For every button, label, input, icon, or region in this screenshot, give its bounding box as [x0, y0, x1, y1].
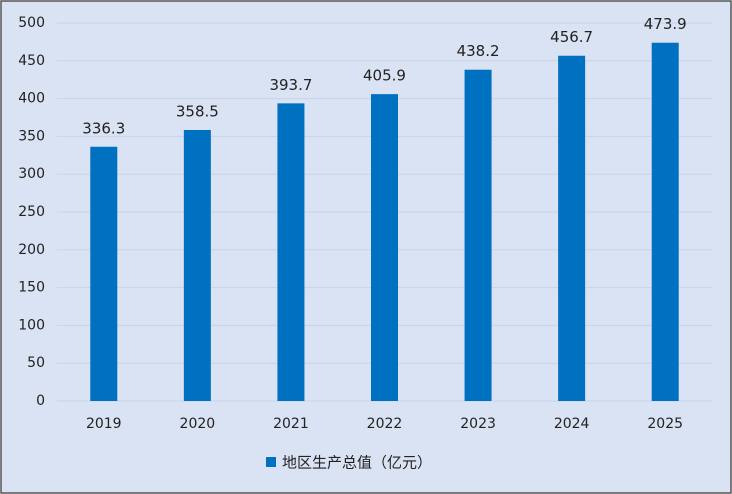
data-label: 456.7 — [550, 28, 593, 46]
y-tick-label: 0 — [36, 393, 45, 409]
data-label: 438.2 — [457, 42, 500, 60]
bar — [651, 42, 679, 402]
legend-label: 地区生产总值（亿元） — [282, 454, 432, 472]
y-tick-label: 150 — [18, 280, 45, 296]
x-tick-label: 2024 — [554, 416, 590, 432]
bar — [277, 103, 305, 402]
data-label: 473.9 — [644, 15, 687, 33]
bar — [558, 55, 586, 401]
x-tick-label: 2021 — [273, 416, 309, 432]
y-tick-label: 400 — [18, 91, 45, 107]
x-tick-label: 2023 — [460, 416, 496, 432]
data-label: 405.9 — [363, 67, 406, 85]
data-label: 336.3 — [82, 119, 125, 137]
bar — [371, 94, 398, 402]
x-tick-label: 2019 — [86, 416, 122, 432]
y-tick-label: 100 — [18, 317, 45, 333]
y-tick-label: 50 — [27, 355, 45, 371]
bar — [183, 129, 211, 401]
data-label: 393.7 — [269, 76, 312, 94]
y-tick-label: 500 — [18, 15, 45, 31]
legend-swatch — [266, 457, 276, 467]
x-tick-label: 2020 — [180, 416, 216, 432]
y-tick-label: 200 — [18, 242, 45, 258]
y-tick-label: 350 — [18, 128, 45, 144]
bar — [464, 69, 492, 402]
x-tick-label: 2022 — [367, 416, 403, 432]
y-tick-label: 450 — [18, 53, 45, 69]
y-tick-label: 250 — [18, 204, 45, 220]
y-tick-label: 300 — [18, 166, 45, 182]
bar — [90, 146, 118, 401]
data-label: 358.5 — [176, 102, 219, 120]
x-tick-label: 2025 — [647, 416, 683, 432]
